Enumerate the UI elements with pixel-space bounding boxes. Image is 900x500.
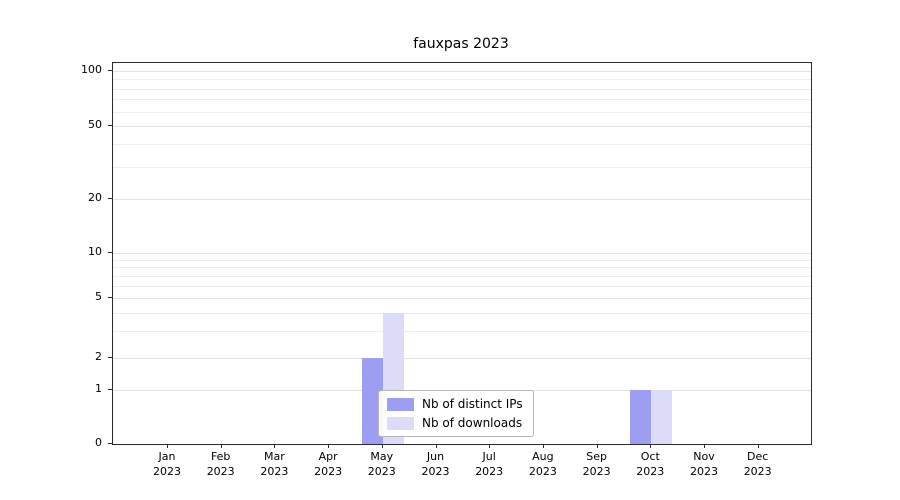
x-tick-label: Dec 2023 [731,449,785,479]
x-tick-label: Nov 2023 [677,449,731,479]
legend-label: Nb of distinct IPs [422,397,523,411]
x-tick-mark [650,444,652,448]
plot-area [112,62,812,445]
y-tick-label: 10 [88,245,102,258]
x-tick-month: Sep [586,450,607,463]
minor-gridline [113,99,811,101]
y-tick-label: 100 [81,63,102,76]
legend: Nb of distinct IPs Nb of downloads [378,390,534,437]
x-tick-label: Jun 2023 [409,449,463,479]
bar-downloads [651,390,673,444]
y-tick-mark [108,70,112,71]
x-tick-label: Jan 2023 [140,449,194,479]
minor-gridline [113,267,811,269]
minor-gridline [113,88,811,90]
x-tick-month: Mar [264,450,285,463]
x-tick-year: 2023 [206,465,235,478]
y-tick-mark [108,198,112,199]
major-gridline [113,358,811,359]
minor-gridline [113,331,811,333]
minor-gridline [113,79,811,81]
x-tick-label: May 2023 [355,449,409,479]
major-gridline [113,298,811,299]
y-tick-mark [108,443,112,444]
bar-distinct-ips [630,390,652,444]
minor-gridline [113,166,811,168]
legend-swatch [387,397,414,411]
x-tick-label: Jul 2023 [462,449,516,479]
legend-swatch [387,416,414,430]
x-tick-mark [274,444,276,448]
chart-title: fauxpas 2023 [413,36,509,52]
x-tick-month: Jan [158,450,176,463]
x-tick-month: Apr [318,450,338,463]
bar-distinct-ips [361,358,383,444]
x-tick-mark [328,444,330,448]
y-tick-label: 0 [95,436,102,449]
x-tick-mark [704,444,705,448]
x-tick-year: 2023 [367,465,396,478]
x-tick-month: May [370,450,394,463]
minor-gridline [113,143,811,145]
x-tick-year: 2023 [475,465,504,478]
major-gridline [113,71,811,72]
major-gridline [113,199,811,200]
x-tick-year: 2023 [743,465,772,478]
major-gridline [113,126,811,127]
x-tick-mark [489,444,491,448]
major-gridline [113,253,811,254]
x-tick-mark [435,444,437,448]
x-tick-month: Jul [482,450,496,463]
x-tick-month: Jun [426,450,445,463]
minor-gridline [113,111,811,113]
y-tick-label: 5 [95,290,102,303]
x-tick-year: 2023 [582,465,611,478]
y-tick-label: 1 [95,382,102,395]
x-tick-year: 2023 [421,465,450,478]
x-tick-mark [220,444,222,448]
y-tick-mark [108,357,112,358]
y-tick-mark [108,252,112,253]
x-tick-year: 2023 [690,465,718,478]
x-tick-month: Dec [747,450,769,463]
x-tick-label: Feb 2023 [194,449,248,479]
legend-item: Nb of downloads [387,416,523,430]
y-tick-mark [108,125,112,126]
x-tick-year: 2023 [636,465,665,478]
x-tick-label: Sep 2023 [570,449,624,479]
legend-label: Nb of downloads [422,416,523,430]
x-tick-year: 2023 [153,465,181,478]
x-tick-mark [381,444,383,448]
x-tick-year: 2023 [260,465,289,478]
y-tick-label: 20 [88,191,102,204]
minor-gridline [113,312,811,314]
minor-gridline [113,286,811,288]
x-tick-label: Aug 2023 [516,449,570,479]
minor-gridline [113,259,811,261]
x-tick-mark [596,444,598,448]
x-tick-month: Oct [640,450,660,463]
x-tick-mark [757,444,759,448]
x-tick-mark [542,444,544,448]
x-tick-year: 2023 [528,465,557,478]
x-tick-year: 2023 [314,465,343,478]
y-tick-label: 2 [95,350,102,363]
x-tick-label: Apr 2023 [301,449,355,479]
y-tick-label: 50 [88,118,102,131]
legend-item: Nb of distinct IPs [387,397,523,411]
x-tick-label: Mar 2023 [247,449,301,479]
minor-gridline [113,276,811,278]
x-tick-month: Aug [532,450,554,463]
x-tick-month: Feb [210,450,231,463]
y-tick-mark [108,389,112,390]
x-tick-mark [167,444,168,448]
x-tick-label: Oct 2023 [623,449,677,479]
y-tick-mark [108,297,112,298]
x-tick-month: Nov [693,450,715,463]
